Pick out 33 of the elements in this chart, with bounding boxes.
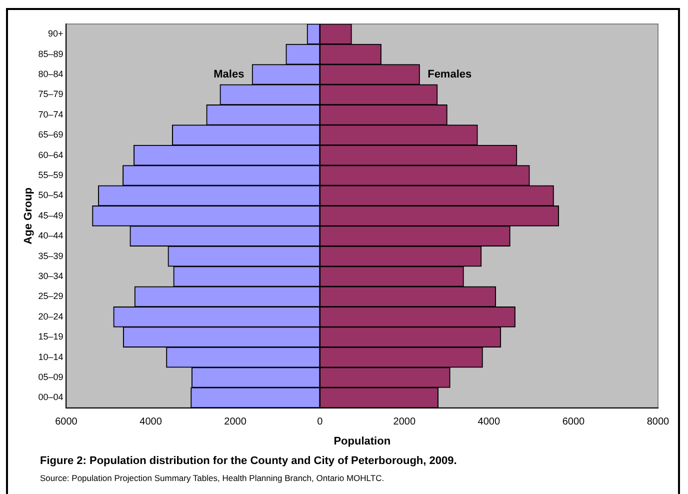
y-tick-label: 15–19: [38, 332, 64, 342]
y-tick-label: 05–09: [38, 372, 64, 382]
x-tick-label: 8000: [646, 416, 670, 428]
y-tick-label: 20–24: [38, 311, 64, 322]
y-tick-label: 00–04: [38, 392, 64, 402]
series-label: Males: [214, 68, 244, 81]
y-tick-label: 80–84: [38, 68, 64, 79]
y-tick-label: 70–74: [38, 109, 64, 120]
series-label: Females: [428, 68, 472, 81]
y-tick-label: 60–64: [38, 150, 64, 160]
x-tick-label: 4000: [478, 416, 500, 428]
x-tick-label: 2000: [224, 416, 247, 428]
text: Figure 2: Population distribution for the County and City of Peterborough, 2009.: [40, 455, 457, 467]
x-axis-title: Population: [334, 435, 391, 448]
x-tick-label: 2000: [393, 416, 416, 428]
y-tick-label: 50–54: [38, 190, 64, 200]
y-tick-label: 40–44: [38, 230, 64, 241]
y-tick-label: 90+: [48, 28, 64, 39]
y-tick-label: 30–34: [38, 270, 64, 281]
y-tick-label: 65–69: [38, 130, 64, 140]
y-tick-label: 25–29: [38, 291, 64, 302]
source-note: Source: Population Projection Summary Tables, Health Planning Branch, Ontario MOHLTC.: [40, 473, 384, 483]
x-tick-label: 4000: [140, 416, 162, 428]
y-tick-label: 35–39: [38, 250, 64, 261]
y-tick-label: 85–89: [38, 48, 64, 59]
y-axis-title: Age Group: [22, 187, 35, 244]
y-tick-label: 75–79: [38, 89, 64, 100]
x-tick-label: 6000: [562, 416, 586, 428]
x-tick-label: 6000: [55, 416, 78, 428]
x-tick-label: 0: [317, 416, 324, 428]
y-tick-label: 10–14: [38, 352, 64, 362]
y-tick-label: 55–59: [38, 170, 64, 180]
y-tick-label: 45–49: [38, 210, 64, 220]
